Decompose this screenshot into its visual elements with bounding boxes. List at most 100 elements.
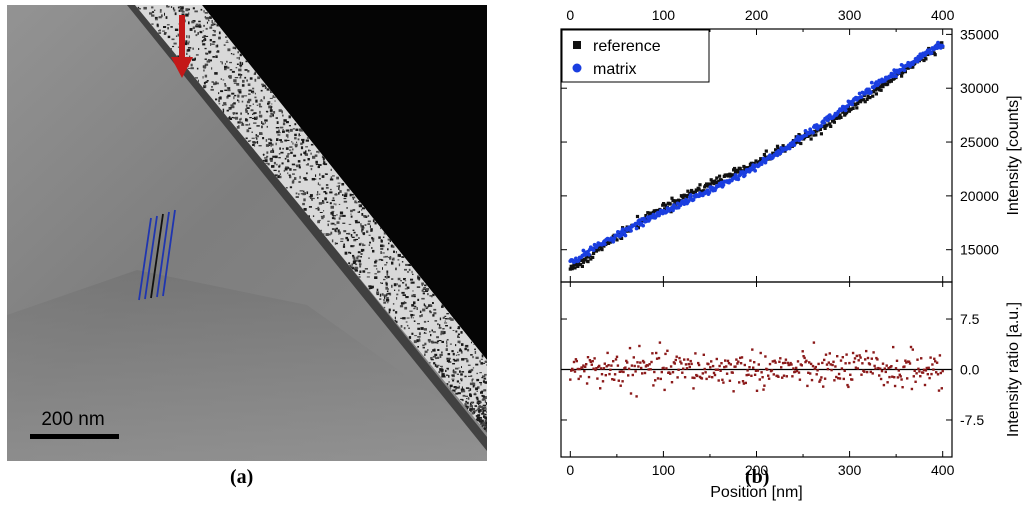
texture-speck (481, 377, 483, 378)
data-point (692, 387, 694, 389)
bottom-x-tick-label: 300 (838, 462, 862, 478)
data-point (718, 365, 720, 367)
texture-speck (369, 245, 370, 246)
texture-speck (204, 82, 206, 85)
texture-speck (462, 387, 463, 389)
texture-speck (273, 111, 275, 114)
texture-speck (299, 166, 301, 168)
texture-speck (281, 110, 283, 113)
texture-speck (242, 84, 245, 87)
texture-speck (439, 327, 442, 329)
texture-speck (440, 369, 443, 372)
texture-speck (370, 228, 373, 231)
texture-speck (292, 181, 294, 184)
data-point (799, 379, 801, 381)
texture-speck (448, 375, 449, 378)
texture-speck (473, 367, 474, 368)
texture-speck (152, 11, 154, 13)
top-x-tick-label: 200 (745, 7, 769, 23)
data-point (820, 124, 824, 128)
texture-speck (388, 257, 390, 258)
data-point (652, 384, 654, 386)
data-point (701, 377, 703, 379)
texture-speck (214, 30, 216, 32)
texture-speck (319, 173, 321, 175)
data-point (712, 365, 714, 367)
texture-speck (139, 8, 141, 10)
texture-speck (344, 201, 347, 203)
data-point (671, 381, 673, 383)
data-point (605, 374, 607, 376)
texture-speck (486, 402, 487, 405)
texture-speck (317, 207, 319, 209)
data-point (708, 191, 712, 195)
texture-speck (276, 138, 279, 141)
texture-speck (372, 250, 374, 253)
texture-speck (392, 258, 394, 261)
texture-speck (345, 252, 348, 255)
data-point (685, 363, 687, 365)
texture-speck (345, 237, 348, 239)
data-point (676, 356, 678, 358)
data-point (576, 360, 578, 362)
texture-speck (185, 14, 188, 17)
texture-speck (276, 143, 277, 146)
texture-speck (336, 177, 339, 180)
texture-speck (363, 233, 365, 235)
texture-speck (319, 178, 321, 179)
texture-speck (227, 90, 230, 92)
texture-speck (424, 332, 425, 333)
data-point (768, 378, 770, 380)
texture-speck (439, 340, 442, 341)
texture-speck (483, 396, 485, 398)
texture-speck (262, 123, 264, 125)
data-point (727, 360, 729, 362)
texture-speck (417, 323, 420, 324)
texture-speck (270, 98, 273, 99)
texture-speck (386, 299, 389, 302)
texture-speck (229, 75, 232, 78)
data-point (634, 370, 636, 372)
texture-speck (193, 7, 195, 9)
texture-speck (310, 150, 311, 151)
texture-speck (485, 361, 487, 363)
texture-speck (232, 71, 235, 73)
texture-speck (333, 197, 335, 199)
data-point (629, 347, 631, 349)
data-point (900, 375, 902, 377)
texture-speck (279, 109, 282, 112)
texture-speck (360, 256, 362, 258)
data-point (841, 367, 843, 369)
data-point (819, 379, 821, 381)
data-point (569, 378, 571, 380)
texture-speck (276, 117, 278, 119)
texture-speck (261, 126, 263, 129)
data-point (810, 137, 813, 140)
texture-speck (398, 254, 401, 257)
data-point (834, 365, 836, 367)
texture-speck (236, 67, 238, 68)
data-point (795, 367, 797, 369)
texture-speck (192, 59, 195, 61)
texture-speck (261, 121, 262, 124)
top-x-tick-label: 100 (652, 7, 676, 23)
texture-speck (332, 239, 333, 242)
texture-speck (240, 113, 241, 115)
data-point (810, 363, 812, 365)
texture-speck (404, 307, 407, 310)
texture-speck (327, 221, 329, 222)
texture-speck (316, 151, 318, 153)
texture-speck (414, 340, 417, 343)
texture-speck (468, 390, 470, 392)
data-point (900, 75, 903, 78)
texture-speck (452, 363, 455, 364)
texture-speck (383, 245, 385, 247)
texture-speck (241, 95, 244, 97)
texture-speck (198, 32, 199, 35)
texture-speck (290, 152, 293, 154)
data-point (754, 374, 756, 376)
data-point (806, 385, 808, 387)
data-point (779, 357, 781, 359)
data-point (705, 378, 707, 380)
texture-speck (338, 192, 340, 194)
